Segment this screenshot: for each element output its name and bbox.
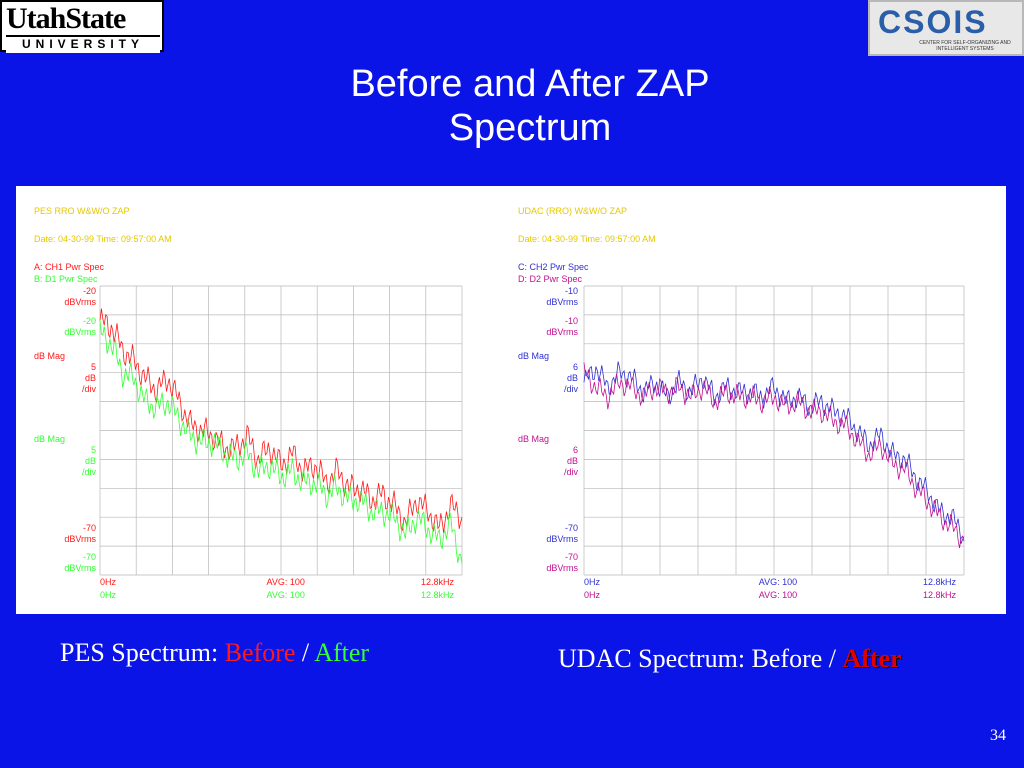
scale-label-b-3: /div	[564, 467, 579, 477]
slide-title-line1: Before and After ZAP	[350, 63, 710, 105]
scale-label-a-1: 5	[91, 362, 96, 372]
udac-spectrum-chart: UDAC (RRO) W&W/O ZAP Date: 04-30-99 Time:…	[518, 206, 965, 600]
x-label-a-avg: AVG: 100	[759, 577, 797, 587]
pes-spectrum-chart: PES RRO W&W/O ZAP Date: 04-30-99 Time: 09…	[34, 206, 463, 600]
scale-label-b-0: dB Mag	[518, 434, 549, 444]
pes-caption: PES Spectrum: Before / After	[60, 638, 369, 668]
pes-spectrum-panel: PES RRO W&W/O ZAP Date: 04-30-99 Time: 09…	[16, 186, 504, 614]
series-line-b	[583, 362, 965, 549]
bottom-label-b-0: -70	[83, 552, 96, 562]
pes-caption-slash: /	[295, 638, 315, 667]
pes-caption-prefix: PES Spectrum:	[60, 638, 225, 667]
usu-logo-wordmark: UtahState	[6, 2, 126, 35]
csois-logo: CSOIS CENTER FOR SELF-ORGANIZING AND INT…	[868, 0, 1024, 56]
udac-caption: UDAC Spectrum: Before / After	[558, 644, 902, 674]
page-number: 34	[990, 727, 1006, 744]
bottom-label-a-0: -70	[565, 523, 578, 533]
x-label-b-start: 0Hz	[100, 590, 117, 600]
x-label-b-avg: AVG: 100	[759, 590, 797, 600]
scale-label-b-2: dB	[85, 456, 96, 466]
chart-date: Date: 04-30-99 Time: 09:57:00 AM	[34, 234, 172, 244]
top-label-b-1: dBVrms	[546, 327, 578, 337]
bottom-label-a-1: dBVrms	[64, 534, 96, 544]
bottom-label-a-0: -70	[83, 523, 96, 533]
x-label-b-start: 0Hz	[584, 590, 601, 600]
usu-logo-university: UNIVERSITY	[6, 35, 160, 53]
slide-title-line2: Spectrum	[448, 107, 612, 149]
bottom-label-b-1: dBVrms	[64, 563, 96, 573]
x-label-a-avg: AVG: 100	[267, 577, 305, 587]
top-label-a-1: dBVrms	[546, 297, 578, 307]
top-label-a-0: -10	[565, 286, 578, 296]
x-label-b-avg: AVG: 100	[267, 590, 305, 600]
top-label-a-1: dBVrms	[64, 297, 96, 307]
csois-logo-wordmark: CSOIS	[878, 4, 988, 40]
chart-date: Date: 04-30-99 Time: 09:57:00 AM	[518, 234, 656, 244]
chart-header: PES RRO W&W/O ZAP	[34, 206, 130, 216]
pes-caption-before: Before	[224, 638, 296, 667]
chart-header: UDAC (RRO) W&W/O ZAP	[518, 206, 627, 216]
top-label-b-1: dBVrms	[64, 327, 96, 337]
scale-label-b-1: 6	[573, 445, 578, 455]
scale-label-a-3: /div	[564, 384, 579, 394]
series-line-b	[99, 319, 463, 564]
trace-b-label: D: D2 Pwr Spec	[518, 274, 583, 284]
scale-label-a-2: dB	[567, 373, 578, 383]
trace-b-label: B: D1 Pwr Spec	[34, 274, 98, 284]
udac-spectrum-panel: UDAC (RRO) W&W/O ZAP Date: 04-30-99 Time:…	[500, 186, 1006, 614]
trace-a-label: C: CH2 Pwr Spec	[518, 262, 589, 272]
slide-title: Before and After ZAP Spectrum	[200, 62, 860, 150]
scale-label-a-3: /div	[82, 384, 97, 394]
bottom-label-b-1: dBVrms	[546, 563, 578, 573]
top-label-a-0: -20	[83, 286, 96, 296]
udac-caption-prefix: UDAC Spectrum: Before /	[558, 644, 843, 673]
csois-logo-subtitle: CENTER FOR SELF-ORGANIZING AND INTELLIGE…	[919, 40, 1011, 52]
bottom-label-a-1: dBVrms	[546, 534, 578, 544]
x-label-a-end: 12.8kHz	[923, 577, 957, 587]
x-label-a-end: 12.8kHz	[421, 577, 455, 587]
x-label-a-start: 0Hz	[100, 577, 117, 587]
scale-label-a-0: dB Mag	[518, 351, 549, 361]
pes-caption-after: After	[314, 638, 370, 667]
scale-label-b-1: 5	[91, 445, 96, 455]
scale-label-a-0: dB Mag	[34, 351, 65, 361]
scale-label-a-1: 6	[573, 362, 578, 372]
scale-label-b-0: dB Mag	[34, 434, 65, 444]
top-label-b-0: -10	[565, 316, 578, 326]
trace-a-label: A: CH1 Pwr Spec	[34, 262, 105, 272]
x-label-b-end: 12.8kHz	[923, 590, 957, 600]
scale-label-a-2: dB	[85, 373, 96, 383]
usu-logo: UtahState UNIVERSITY	[0, 0, 164, 53]
bottom-label-b-0: -70	[565, 552, 578, 562]
scale-label-b-2: dB	[567, 456, 578, 466]
x-label-b-end: 12.8kHz	[421, 590, 455, 600]
scale-label-b-3: /div	[82, 467, 97, 477]
udac-caption-after: After	[842, 644, 902, 673]
top-label-b-0: -20	[83, 316, 96, 326]
x-label-a-start: 0Hz	[584, 577, 601, 587]
